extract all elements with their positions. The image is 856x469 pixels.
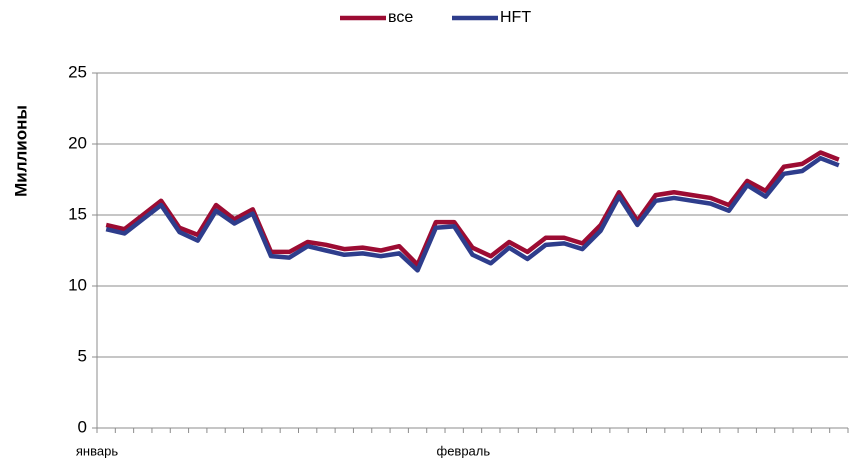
y-tick-label: 25 [68,62,87,81]
y-tick-label: 5 [78,346,87,365]
series-line [105,150,840,267]
y-tick-label: 20 [68,133,87,152]
x-tick-label: февраль [437,443,491,458]
series-line [105,155,840,273]
x-tick-label: январь [76,443,118,458]
y-tick-label: 0 [78,417,87,436]
y-tick-label: 10 [68,275,87,294]
legend-label: HFT [500,9,531,26]
y-axis-label: Миллионы [11,105,30,197]
y-tick-label: 15 [68,204,87,223]
legend-label: все [388,9,413,26]
